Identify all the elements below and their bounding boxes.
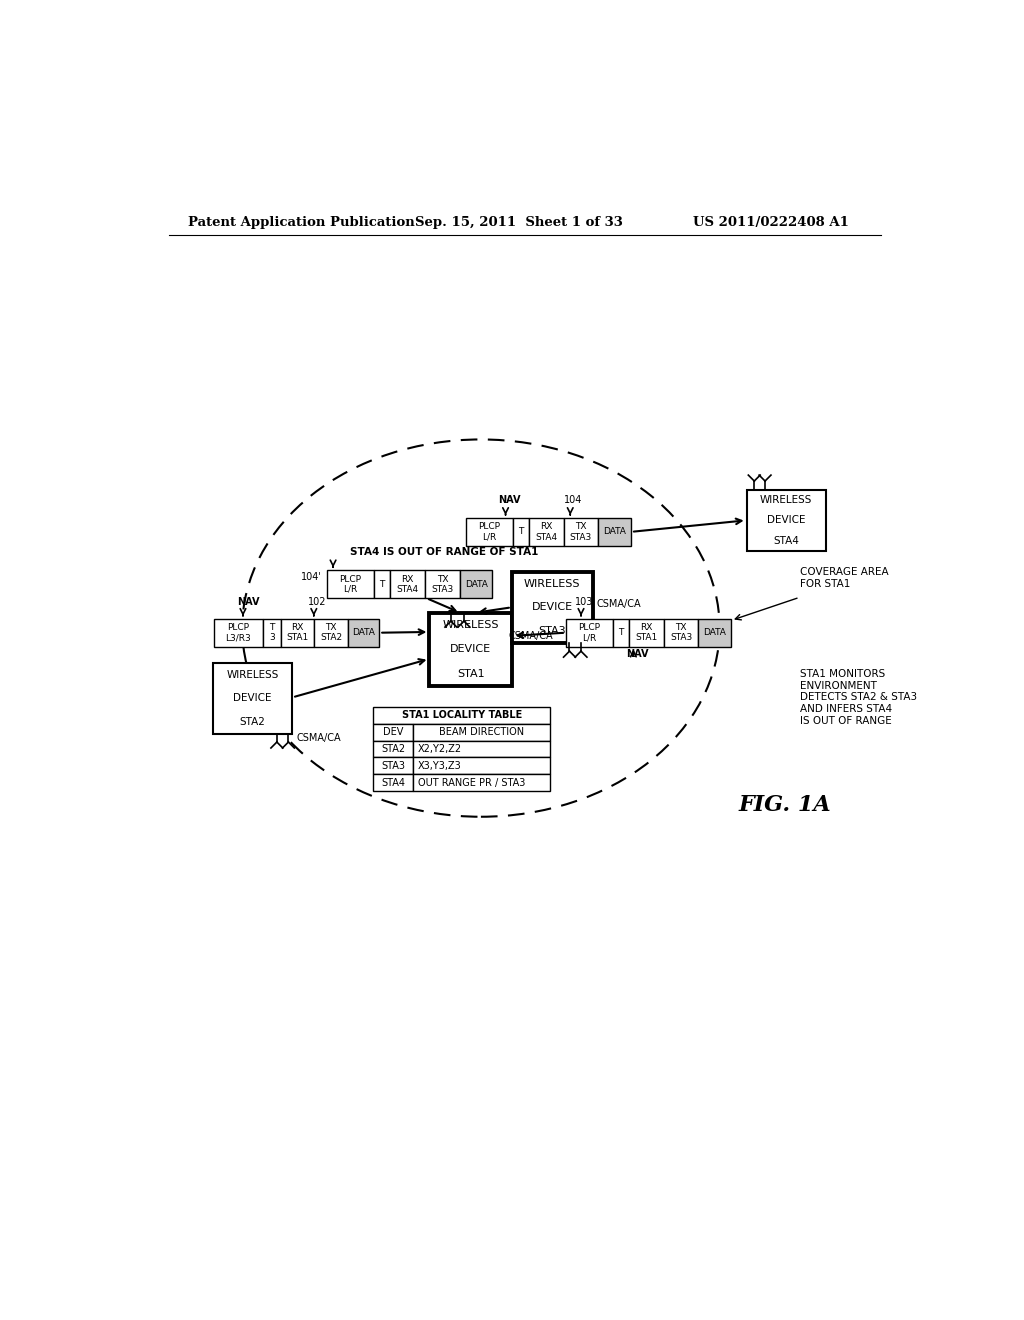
Text: TX
STA3: TX STA3 bbox=[431, 574, 454, 594]
Bar bbox=[327, 570, 374, 598]
Bar bbox=[565, 619, 612, 647]
Bar bbox=[629, 619, 664, 647]
Text: DATA: DATA bbox=[465, 579, 487, 589]
Text: 102: 102 bbox=[307, 597, 327, 607]
Text: TX
STA2: TX STA2 bbox=[319, 623, 342, 643]
Text: STA2: STA2 bbox=[381, 744, 406, 754]
Text: T
3: T 3 bbox=[269, 623, 274, 643]
Text: STA3: STA3 bbox=[539, 626, 566, 636]
Bar bbox=[373, 741, 413, 758]
Text: DEVICE: DEVICE bbox=[233, 693, 271, 704]
Text: DEVICE: DEVICE bbox=[767, 515, 806, 525]
Text: PLCP
L/R: PLCP L/R bbox=[478, 523, 500, 541]
Bar bbox=[466, 517, 513, 545]
Text: STA4: STA4 bbox=[773, 536, 799, 546]
Bar bbox=[213, 663, 292, 734]
Text: NAV: NAV bbox=[498, 495, 520, 504]
Text: DEVICE: DEVICE bbox=[451, 644, 492, 655]
Text: STA1 MONITORS
ENVIRONMENT
DETECTS STA2 & STA3
AND INFERS STA4
IS OUT OF RANGE: STA1 MONITORS ENVIRONMENT DETECTS STA2 &… bbox=[801, 669, 918, 726]
Text: WIRELESS: WIRELESS bbox=[226, 669, 279, 680]
Bar bbox=[698, 619, 731, 647]
Text: CSMA/CA: CSMA/CA bbox=[296, 734, 341, 743]
Text: CSMA/CA: CSMA/CA bbox=[596, 598, 641, 609]
Text: STA4: STA4 bbox=[381, 777, 406, 788]
Text: TX
STA3: TX STA3 bbox=[570, 523, 592, 541]
Text: STA3: STA3 bbox=[381, 760, 406, 771]
Text: 103: 103 bbox=[574, 597, 593, 607]
Text: STA1 LOCALITY TABLE: STA1 LOCALITY TABLE bbox=[401, 710, 522, 721]
Text: DEVICE: DEVICE bbox=[531, 602, 572, 612]
Text: CSMA/CA: CSMA/CA bbox=[509, 631, 553, 642]
Bar bbox=[413, 775, 550, 792]
Text: DATA: DATA bbox=[352, 628, 375, 638]
Text: RX
STA4: RX STA4 bbox=[396, 574, 419, 594]
Bar bbox=[598, 517, 631, 545]
Text: STA1: STA1 bbox=[457, 669, 484, 678]
Text: FIG. 1A: FIG. 1A bbox=[738, 795, 831, 816]
Text: DEV: DEV bbox=[383, 727, 403, 737]
Text: OUT RANGE PR / STA3: OUT RANGE PR / STA3 bbox=[418, 777, 525, 788]
Text: DATA: DATA bbox=[703, 628, 726, 638]
Bar bbox=[390, 570, 425, 598]
Text: RX
STA1: RX STA1 bbox=[635, 623, 657, 643]
Text: STA4 IS OUT OF RANGE OF STA1: STA4 IS OUT OF RANGE OF STA1 bbox=[350, 546, 539, 557]
Bar bbox=[348, 619, 379, 647]
Bar bbox=[413, 741, 550, 758]
Bar bbox=[281, 619, 314, 647]
Bar bbox=[664, 619, 698, 647]
Text: RX
STA1: RX STA1 bbox=[287, 623, 308, 643]
Bar bbox=[374, 570, 390, 598]
Text: Sep. 15, 2011  Sheet 1 of 33: Sep. 15, 2011 Sheet 1 of 33 bbox=[416, 216, 624, 230]
Text: PLCP
L3/R3: PLCP L3/R3 bbox=[225, 623, 251, 643]
Text: WIRELESS: WIRELESS bbox=[760, 495, 812, 504]
Bar bbox=[746, 490, 826, 552]
Text: COVERAGE AREA
FOR STA1: COVERAGE AREA FOR STA1 bbox=[801, 568, 889, 589]
Bar bbox=[413, 758, 550, 775]
Text: Patent Application Publication: Patent Application Publication bbox=[188, 216, 415, 230]
Text: STA2: STA2 bbox=[240, 717, 265, 727]
Bar bbox=[460, 570, 493, 598]
Bar bbox=[513, 517, 528, 545]
Text: NAV: NAV bbox=[237, 597, 259, 607]
Bar bbox=[425, 570, 460, 598]
Text: PLCP
L/R: PLCP L/R bbox=[579, 623, 600, 643]
Bar bbox=[528, 517, 563, 545]
Text: X2,Y2,Z2: X2,Y2,Z2 bbox=[418, 744, 462, 754]
Text: DATA: DATA bbox=[603, 528, 626, 536]
Bar bbox=[373, 758, 413, 775]
Bar bbox=[314, 619, 348, 647]
Bar bbox=[373, 775, 413, 792]
Text: T: T bbox=[518, 528, 523, 536]
Bar bbox=[563, 517, 598, 545]
Bar bbox=[214, 619, 263, 647]
Text: TX
STA3: TX STA3 bbox=[670, 623, 692, 643]
Text: RX
STA4: RX STA4 bbox=[536, 523, 557, 541]
Bar bbox=[263, 619, 281, 647]
Bar bbox=[429, 612, 512, 686]
Text: 104: 104 bbox=[564, 495, 583, 504]
Text: BEAM DIRECTION: BEAM DIRECTION bbox=[439, 727, 524, 737]
Bar bbox=[373, 706, 550, 723]
Text: T: T bbox=[618, 628, 624, 638]
Text: US 2011/0222408 A1: US 2011/0222408 A1 bbox=[692, 216, 849, 230]
Text: 104': 104' bbox=[301, 572, 323, 582]
Bar bbox=[413, 723, 550, 741]
Text: NAV: NAV bbox=[626, 649, 648, 660]
Text: WIRELESS: WIRELESS bbox=[442, 620, 499, 630]
Text: PLCP
L/R: PLCP L/R bbox=[339, 574, 361, 594]
Text: WIRELESS: WIRELESS bbox=[524, 578, 581, 589]
Text: X3,Y3,Z3: X3,Y3,Z3 bbox=[418, 760, 462, 771]
Text: T: T bbox=[380, 579, 385, 589]
Bar bbox=[512, 572, 593, 643]
Bar bbox=[373, 723, 413, 741]
Bar bbox=[612, 619, 629, 647]
